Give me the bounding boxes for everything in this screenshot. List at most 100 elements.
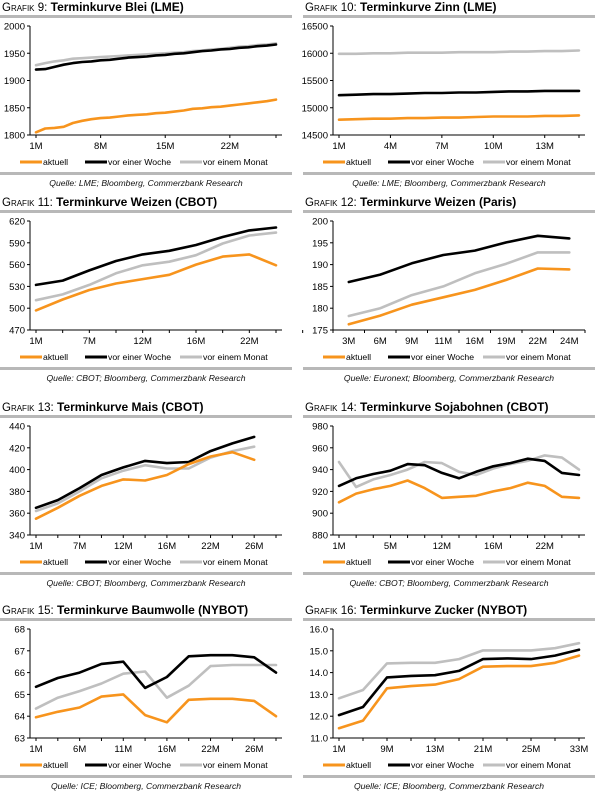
x-tick-label: 1M [29,744,42,755]
series-line-woche [337,457,581,488]
y-tick-label: 530 [9,282,25,293]
line-chart: 880 900 920 940 960 980 1M 5M 12M 16M 22M aktuell vo… [312,422,585,567]
chart-number: Grafik 14: [305,402,357,414]
x-tick-label: 5M [384,541,397,552]
x-tick-label: 22M [240,336,259,347]
footer-divider [303,572,595,575]
legend-label: vor einem Monat [203,157,268,167]
chart-source: Quelle: CBOT; Bloomberg, Commerzbank Res… [349,578,549,588]
chart-title: Grafik 10: Terminkurve Zinn (LME) [305,0,496,14]
y-tick-label: 400 [9,465,25,476]
footer-divider [303,367,595,370]
x-tick-label: 1M [29,541,42,552]
footer-divider [0,367,292,370]
y-tick-label: 200 [312,217,328,228]
x-tick-label: 12M [133,336,152,347]
series-line-aktuell [337,479,581,504]
series-line-monat [34,663,278,710]
title-divider [303,415,595,418]
series-line-woche [34,653,278,690]
legend: aktuell vor einer Woche vor einem Monat [20,157,268,167]
x-tick-label: 12M [114,541,133,552]
footer-divider [0,775,292,778]
legend-label: vor einem Monat [506,557,571,567]
chart-title-text: Terminkurve Weizen (CBOT) [52,195,218,209]
chart-source: Quelle: CBOT; Bloomberg, Commerzbank Res… [46,373,246,383]
y-tick-label: 1900 [4,76,25,87]
x-tick-label: 16M [158,744,177,755]
legend-label: vor einer Woche [411,760,474,770]
y-tick-label: 66 [14,668,25,679]
y-tick-label: 920 [312,487,328,498]
legend-label: aktuell [346,352,371,362]
x-tick-label: 9M [405,336,418,347]
y-tick-label: 440 [9,422,25,433]
legend-label: vor einer Woche [411,352,474,362]
title-divider [303,210,595,213]
chart-title-text: Terminkurve Zinn (LME) [356,0,497,14]
title-divider [0,210,292,213]
x-tick-label: 22M [535,541,554,552]
line-chart: 175 180 185 190 195 200 3M 6M 9M 11M 16M 19M 22M 24M a… [312,217,586,362]
x-tick-label: 26M [245,744,264,755]
y-tick-label: 560 [9,260,25,271]
title-divider [303,618,595,621]
series-line-aktuell [337,654,581,730]
y-tick-label: 12.0 [310,712,329,723]
legend-label: aktuell [346,760,371,770]
series-line-woche [347,234,571,284]
series-line-woche [337,89,581,97]
legend-label: aktuell [43,557,68,567]
footer-divider [0,572,292,575]
chart-title: Grafik 14: Terminkurve Sojabohnen (CBOT) [305,400,548,414]
x-tick-label: 26M [245,541,264,552]
series-line-monat [337,454,581,489]
legend-label: vor einem Monat [203,557,268,567]
line-chart: 1800 1850 1900 1950 2000 1M 8M 15M 22M aktuell vor… [4,22,282,167]
x-tick-label: 21M [474,744,493,755]
chart-source: Quelle: CBOT; Bloomberg, Commerzbank Res… [46,578,246,588]
chart-title: Grafik 16: Terminkurve Zucker (NYBOT) [305,603,527,617]
chart-number: Grafik 15: [2,605,54,617]
chart-source: Quelle: Euronext; Bloomberg, Commerzbank… [343,373,555,383]
chart-number: Grafik 12: [305,197,357,209]
y-tick-label: 420 [9,443,25,454]
y-tick-label: 13.0 [310,690,329,701]
series-line-woche [34,43,278,71]
x-tick-label: 25M [522,744,541,755]
line-chart: 63 64 65 66 67 68 1M 6M 11M 16M 22M 26M aktuell vor e… [14,625,282,770]
chart-number: Grafik 16: [305,605,357,617]
series-line-aktuell [337,114,581,121]
y-tick-label: 14.0 [310,668,329,679]
chart-title-text: Terminkurve Mais (CBOT) [53,400,204,414]
y-tick-label: 1850 [4,103,25,114]
line-chart: 14500 15000 15500 16000 16500 1M 4M 7M 10M 13M akt… [302,22,585,167]
y-tick-label: 63 [14,734,25,745]
y-tick-label: 980 [312,422,328,433]
y-tick-label: 360 [9,509,25,520]
legend-label: vor einem Monat [506,352,571,362]
y-tick-label: 380 [9,487,25,498]
legend: aktuell vor einer Woche vor einem Monat [20,760,268,770]
x-tick-label: 1M [332,541,345,552]
y-tick-label: 15500 [302,76,328,87]
legend-label: vor einem Monat [203,760,268,770]
x-tick-label: 8M [94,141,107,152]
x-tick-label: 16M [484,541,503,552]
y-tick-label: 16000 [302,49,328,60]
legend: aktuell vor einer Woche vor einem Monat [20,557,268,567]
legend-label: vor einem Monat [506,157,571,167]
y-tick-label: 180 [312,304,328,315]
y-tick-label: 64 [14,712,25,723]
title-divider [303,15,595,18]
x-tick-label: 6M [374,336,387,347]
chart-source: Quelle: LME; Bloomberg, Commerzbank Rese… [49,178,243,188]
series-line-woche [34,435,256,510]
y-tick-label: 620 [9,217,25,228]
legend: aktuell vor einer Woche vor einem Monat [323,157,571,167]
x-tick-label: 1M [29,336,42,347]
x-tick-label: 3M [342,336,355,347]
x-tick-label: 12M [433,541,452,552]
chart-number: Grafik 13: [2,402,54,414]
series-line-aktuell [34,98,278,134]
